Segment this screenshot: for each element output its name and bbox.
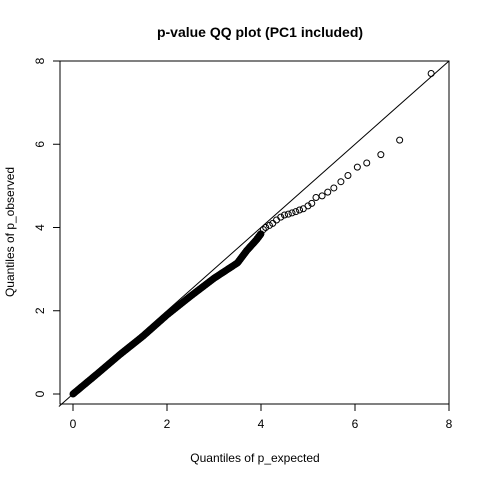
data-point: [344, 171, 352, 179]
data-point: [324, 188, 332, 196]
data-point: [312, 194, 320, 202]
chart-title: p-value QQ plot (PC1 included): [157, 24, 363, 40]
data-point: [353, 163, 361, 171]
data-point: [337, 178, 345, 186]
data-point: [308, 199, 316, 207]
points-layer: [69, 69, 435, 398]
data-point: [292, 208, 300, 216]
data-point: [318, 192, 326, 200]
x-axis-label: Quantiles of p_expected: [190, 451, 319, 465]
y-tick-label: 0: [33, 390, 47, 397]
data-point: [330, 184, 338, 192]
data-point: [281, 211, 288, 219]
data-point: [296, 206, 304, 214]
data-point: [259, 226, 267, 234]
data-point: [427, 69, 435, 77]
y-tick-label: 2: [33, 307, 47, 314]
data-point: [284, 210, 292, 218]
data-point: [288, 209, 296, 217]
x-axis: 0 2 4 6 8: [70, 403, 453, 431]
y-axis: 0 2 4 6 8: [33, 57, 61, 397]
data-point: [363, 159, 371, 167]
data-point: [377, 151, 385, 159]
x-tick-label: 8: [446, 417, 453, 431]
data-point: [396, 136, 404, 144]
y-tick-label: 6: [33, 141, 47, 148]
data-point: [273, 216, 281, 224]
y-axis-label: Quantiles of p_observed: [3, 167, 17, 297]
data-point: [277, 213, 285, 221]
y-tick-label: 4: [33, 224, 47, 231]
data-point: [262, 224, 270, 231]
x-tick-label: 2: [164, 417, 171, 431]
x-tick-label: 6: [352, 417, 359, 431]
x-tick-label: 4: [258, 417, 265, 431]
y-tick-label: 8: [33, 57, 47, 64]
x-tick-label: 0: [70, 417, 77, 431]
